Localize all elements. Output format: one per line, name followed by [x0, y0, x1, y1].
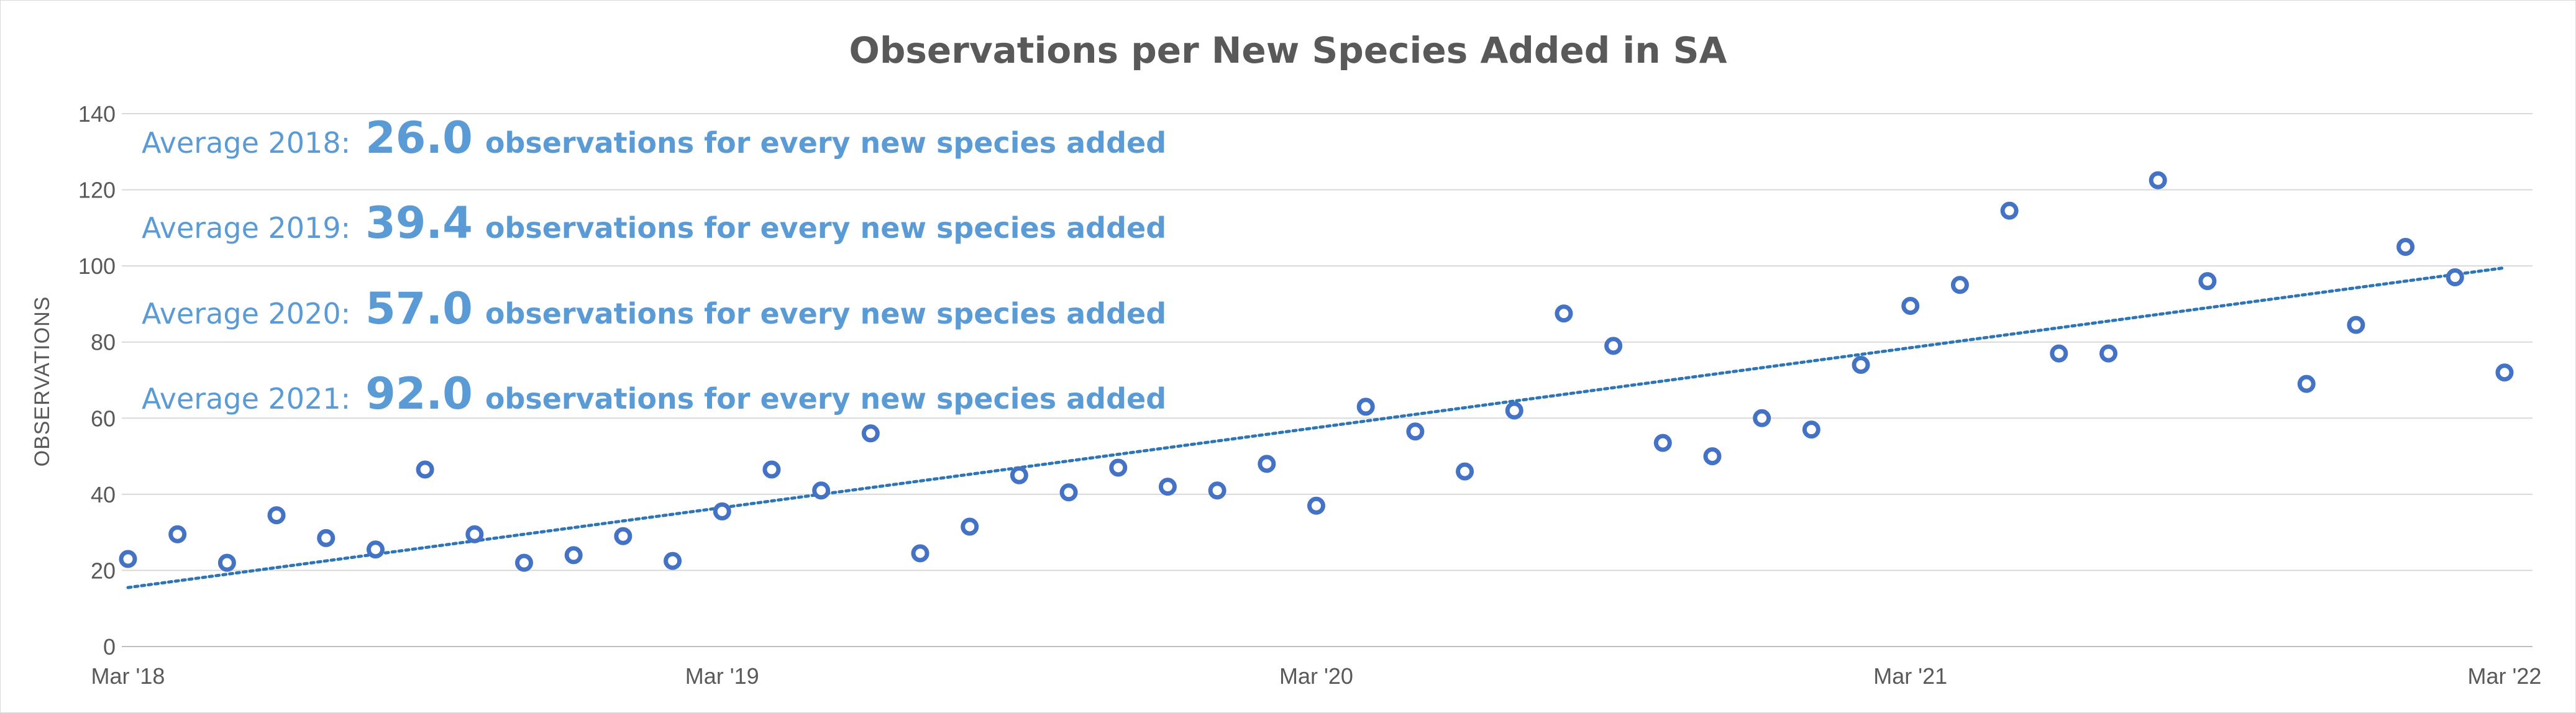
- data-point: [1505, 401, 1523, 420]
- data-point: [1604, 337, 1623, 355]
- data-point: [416, 460, 434, 479]
- data-point: [812, 481, 831, 500]
- data-point: [1406, 422, 1425, 441]
- data-point: [168, 525, 187, 543]
- data-point: [465, 525, 484, 543]
- data-point: [2149, 171, 2167, 189]
- annotations: Average 2018: 26.0 observations for every …: [142, 112, 1166, 419]
- data-point: [2050, 344, 2068, 363]
- data-point: [1010, 466, 1028, 484]
- data-point: [1555, 304, 1573, 323]
- data-point: [1703, 447, 1722, 466]
- y-tick-label: 60: [91, 406, 116, 431]
- annotation-suffix: observations for every new species added: [485, 126, 1166, 160]
- annotation-value: 92.0: [365, 368, 473, 419]
- data-point: [1258, 455, 1276, 473]
- data-point: [366, 540, 385, 559]
- y-tick-label: 100: [78, 253, 116, 279]
- data-point: [1109, 458, 1128, 477]
- data-point: [1356, 397, 1375, 416]
- x-axis-ticks: Mar '18 Mar '19 Mar '20 Mar '21 Mar '22: [91, 663, 2542, 689]
- data-point: [2000, 201, 2019, 220]
- annotation-prefix: Average 2020:: [142, 297, 350, 330]
- annotation-prefix: Average 2021:: [142, 382, 350, 416]
- x-tick-label: Mar '19: [685, 663, 759, 689]
- y-axis-ticks: 0 20 40 60 80 100 120 140: [78, 101, 116, 660]
- chart-title: Observations per New Species Added in SA: [849, 29, 1727, 71]
- x-tick-label: Mar '18: [91, 663, 165, 689]
- data-point: [564, 546, 583, 565]
- x-tick-label: Mar '20: [1279, 663, 1353, 689]
- data-point: [2446, 268, 2464, 287]
- data-point: [614, 527, 633, 545]
- annotation-prefix: Average 2018:: [142, 126, 350, 160]
- data-point: [267, 506, 286, 525]
- data-point: [713, 502, 731, 520]
- data-point: [1653, 434, 1672, 452]
- average-annotation: Average 2020: 57.0 observations for every …: [142, 283, 1166, 334]
- data-point: [317, 529, 336, 547]
- data-point: [217, 553, 236, 572]
- y-axis-label: OBSERVATIONS: [30, 296, 54, 467]
- y-tick-label: 120: [78, 178, 116, 203]
- gridlines: [122, 113, 2533, 647]
- annotation-prefix: Average 2019:: [142, 211, 350, 245]
- data-point: [2396, 238, 2415, 256]
- annotation-value: 57.0: [365, 283, 473, 334]
- data-points: [119, 171, 2514, 572]
- y-tick-label: 0: [103, 634, 116, 660]
- annotation-value: 26.0: [365, 112, 473, 163]
- average-annotation: Average 2021: 92.0 observations for every …: [142, 368, 1166, 419]
- data-point: [2099, 344, 2117, 363]
- data-point: [2495, 363, 2514, 382]
- trendline-line: [126, 266, 2506, 589]
- data-point: [961, 517, 979, 536]
- x-tick-label: Mar '22: [2468, 663, 2542, 689]
- data-point: [1852, 355, 1870, 374]
- data-point: [1059, 483, 1078, 502]
- y-tick-label: 20: [91, 558, 116, 583]
- average-annotation: Average 2019: 39.4 observations for every …: [142, 198, 1166, 248]
- data-point: [2297, 375, 2316, 393]
- annotation-suffix: observations for every new species added: [485, 211, 1166, 245]
- data-point: [2347, 316, 2365, 334]
- data-point: [1753, 409, 1771, 427]
- data-point: [762, 460, 781, 479]
- data-point: [1208, 481, 1226, 500]
- x-tick-label: Mar '21: [1873, 663, 1947, 689]
- trendline: [126, 266, 2506, 589]
- data-point: [1901, 296, 1920, 315]
- data-point: [515, 553, 533, 572]
- data-point: [1158, 478, 1177, 496]
- average-annotation: Average 2018: 26.0 observations for every …: [142, 112, 1166, 163]
- data-point: [1950, 276, 1969, 294]
- data-point: [119, 550, 137, 568]
- y-tick-label: 80: [91, 330, 116, 355]
- annotation-value: 39.4: [365, 198, 473, 248]
- data-point: [664, 552, 682, 570]
- annotation-suffix: observations for every new species added: [485, 382, 1166, 416]
- data-point: [1456, 462, 1474, 481]
- data-point: [2198, 272, 2217, 291]
- y-tick-label: 40: [91, 482, 116, 507]
- data-point: [861, 424, 880, 443]
- data-point: [1307, 496, 1325, 515]
- y-tick-label: 140: [78, 101, 116, 127]
- data-point: [1802, 420, 1820, 439]
- annotation-suffix: observations for every new species added: [485, 297, 1166, 330]
- data-point: [911, 544, 929, 563]
